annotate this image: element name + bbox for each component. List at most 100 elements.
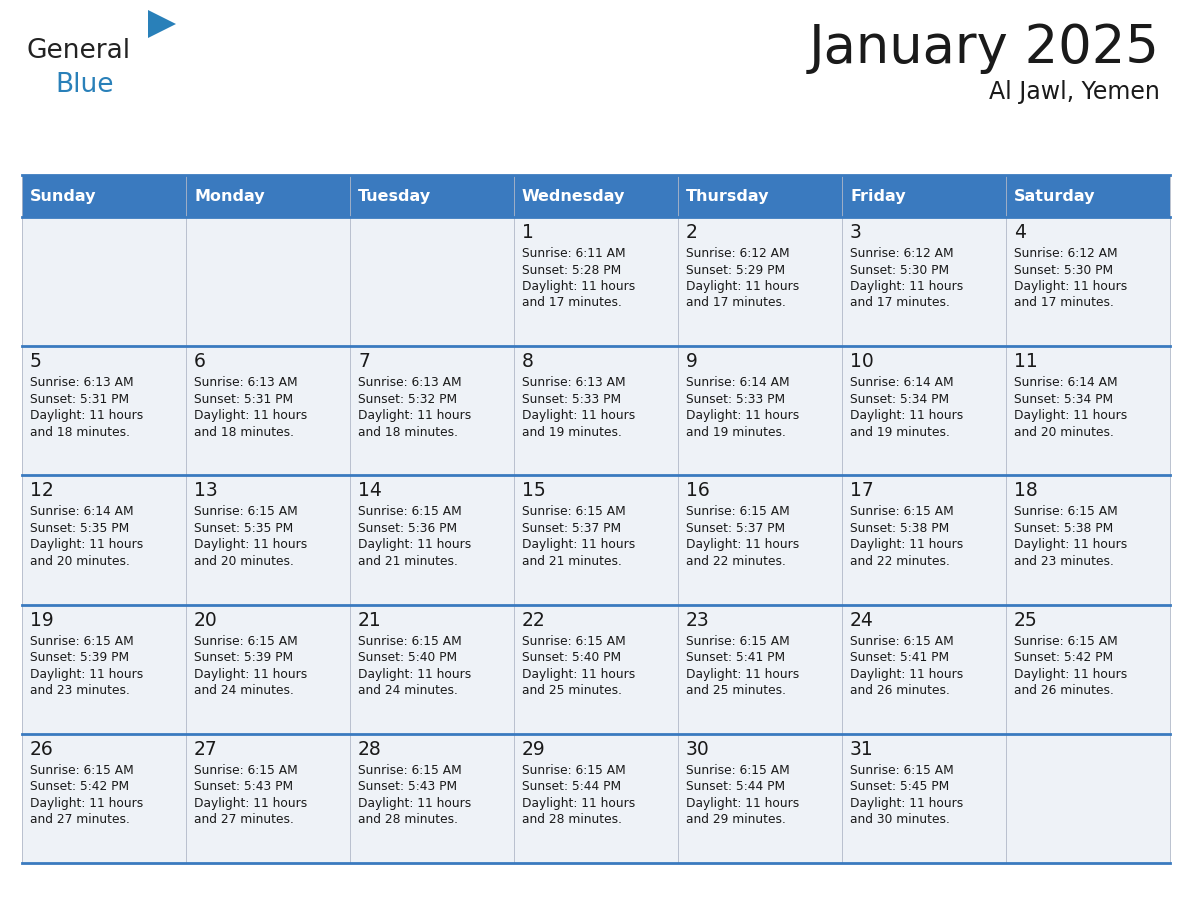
Bar (23, 733, 187, 863)
Text: Sunrise: 6:15 AM: Sunrise: 6:15 AM (358, 506, 462, 519)
Text: and 18 minutes.: and 18 minutes. (358, 426, 459, 439)
Text: and 29 minutes.: and 29 minutes. (685, 813, 786, 826)
Text: Sunset: 5:36 PM: Sunset: 5:36 PM (358, 522, 457, 535)
Text: 27: 27 (194, 740, 217, 759)
Text: Daylight: 11 hours: Daylight: 11 hours (522, 280, 636, 293)
Bar (1006, 733, 1170, 863)
Text: 2: 2 (685, 223, 697, 242)
Text: Sunrise: 6:15 AM: Sunrise: 6:15 AM (522, 634, 626, 647)
Text: Sunrise: 6:15 AM: Sunrise: 6:15 AM (685, 764, 790, 777)
Text: Sunset: 5:39 PM: Sunset: 5:39 PM (194, 651, 293, 664)
Text: 16: 16 (685, 481, 709, 500)
Bar (350, 605, 514, 733)
Text: Sunrise: 6:14 AM: Sunrise: 6:14 AM (849, 376, 954, 389)
Text: Daylight: 11 hours: Daylight: 11 hours (849, 667, 963, 680)
Bar (842, 605, 1006, 733)
Text: Daylight: 11 hours: Daylight: 11 hours (1015, 538, 1127, 552)
Text: Sunset: 5:43 PM: Sunset: 5:43 PM (358, 780, 457, 793)
Bar (514, 346, 678, 476)
Bar (842, 733, 1006, 863)
Text: Wednesday: Wednesday (522, 188, 625, 204)
Bar (842, 476, 1006, 605)
Text: Sunrise: 6:15 AM: Sunrise: 6:15 AM (685, 506, 790, 519)
Text: Sunrise: 6:15 AM: Sunrise: 6:15 AM (358, 764, 462, 777)
Text: Sunset: 5:43 PM: Sunset: 5:43 PM (194, 780, 293, 793)
Text: Thursday: Thursday (685, 188, 770, 204)
Text: and 18 minutes.: and 18 minutes. (194, 426, 293, 439)
Text: Monday: Monday (194, 188, 265, 204)
Text: and 26 minutes.: and 26 minutes. (849, 684, 950, 697)
Text: and 21 minutes.: and 21 minutes. (522, 554, 621, 568)
Bar (514, 476, 678, 605)
Text: Sunrise: 6:15 AM: Sunrise: 6:15 AM (685, 634, 790, 647)
Text: and 17 minutes.: and 17 minutes. (849, 297, 950, 309)
Text: Sunset: 5:39 PM: Sunset: 5:39 PM (30, 651, 129, 664)
Text: 30: 30 (685, 740, 709, 759)
Text: Sunrise: 6:12 AM: Sunrise: 6:12 AM (849, 247, 954, 260)
Text: 21: 21 (358, 610, 381, 630)
Bar (678, 733, 842, 863)
Text: Sunrise: 6:15 AM: Sunrise: 6:15 AM (194, 634, 298, 647)
Text: Tuesday: Tuesday (358, 188, 431, 204)
Text: Sunrise: 6:15 AM: Sunrise: 6:15 AM (849, 506, 954, 519)
Text: Sunset: 5:33 PM: Sunset: 5:33 PM (685, 393, 785, 406)
Text: and 28 minutes.: and 28 minutes. (522, 813, 623, 826)
Bar (842, 346, 1006, 476)
Text: Daylight: 11 hours: Daylight: 11 hours (194, 538, 308, 552)
Text: Sunset: 5:41 PM: Sunset: 5:41 PM (685, 651, 785, 664)
Text: Daylight: 11 hours: Daylight: 11 hours (685, 280, 800, 293)
Text: Sunrise: 6:15 AM: Sunrise: 6:15 AM (1015, 506, 1118, 519)
Text: and 19 minutes.: and 19 minutes. (849, 426, 950, 439)
Text: and 22 minutes.: and 22 minutes. (849, 554, 950, 568)
Text: Sunset: 5:38 PM: Sunset: 5:38 PM (849, 522, 949, 535)
Text: Sunrise: 6:12 AM: Sunrise: 6:12 AM (685, 247, 790, 260)
Text: Sunrise: 6:12 AM: Sunrise: 6:12 AM (1015, 247, 1118, 260)
Bar (350, 476, 514, 605)
Bar (678, 605, 842, 733)
Text: 20: 20 (194, 610, 217, 630)
Text: Sunrise: 6:13 AM: Sunrise: 6:13 AM (522, 376, 626, 389)
Text: Daylight: 11 hours: Daylight: 11 hours (194, 797, 308, 810)
Text: 15: 15 (522, 481, 545, 500)
Text: Sunset: 5:40 PM: Sunset: 5:40 PM (522, 651, 621, 664)
Text: Daylight: 11 hours: Daylight: 11 hours (358, 409, 472, 422)
Text: Sunset: 5:33 PM: Sunset: 5:33 PM (522, 393, 621, 406)
Text: Sunset: 5:42 PM: Sunset: 5:42 PM (1015, 651, 1113, 664)
Text: Daylight: 11 hours: Daylight: 11 hours (1015, 280, 1127, 293)
Text: and 20 minutes.: and 20 minutes. (194, 554, 293, 568)
Text: Sunset: 5:28 PM: Sunset: 5:28 PM (522, 263, 621, 276)
Bar (514, 217, 678, 346)
Text: Sunrise: 6:14 AM: Sunrise: 6:14 AM (685, 376, 790, 389)
Bar (1006, 217, 1170, 346)
Text: 12: 12 (30, 481, 53, 500)
Text: 26: 26 (30, 740, 53, 759)
Text: January 2025: January 2025 (809, 22, 1159, 74)
Text: Daylight: 11 hours: Daylight: 11 hours (522, 538, 636, 552)
Text: 6: 6 (194, 353, 206, 371)
Text: and 27 minutes.: and 27 minutes. (194, 813, 293, 826)
Text: and 19 minutes.: and 19 minutes. (685, 426, 786, 439)
Text: Daylight: 11 hours: Daylight: 11 hours (30, 538, 144, 552)
Text: Sunrise: 6:15 AM: Sunrise: 6:15 AM (522, 764, 626, 777)
Text: 25: 25 (1015, 610, 1038, 630)
Text: Daylight: 11 hours: Daylight: 11 hours (30, 797, 144, 810)
Text: 10: 10 (849, 353, 873, 371)
Text: 17: 17 (849, 481, 873, 500)
Text: Sunrise: 6:15 AM: Sunrise: 6:15 AM (30, 764, 134, 777)
Text: Sunday: Sunday (30, 188, 96, 204)
Bar (350, 733, 514, 863)
Bar (187, 175, 350, 217)
Text: Sunset: 5:44 PM: Sunset: 5:44 PM (522, 780, 621, 793)
Text: Sunset: 5:44 PM: Sunset: 5:44 PM (685, 780, 785, 793)
Bar (514, 175, 678, 217)
Text: Daylight: 11 hours: Daylight: 11 hours (30, 409, 144, 422)
Text: and 20 minutes.: and 20 minutes. (1015, 426, 1114, 439)
Bar (23, 217, 187, 346)
Text: Sunset: 5:35 PM: Sunset: 5:35 PM (194, 522, 293, 535)
Bar (187, 733, 350, 863)
Text: Sunset: 5:34 PM: Sunset: 5:34 PM (1015, 393, 1113, 406)
Text: Daylight: 11 hours: Daylight: 11 hours (1015, 409, 1127, 422)
Text: Sunrise: 6:15 AM: Sunrise: 6:15 AM (849, 634, 954, 647)
Bar (678, 175, 842, 217)
Text: Sunset: 5:40 PM: Sunset: 5:40 PM (358, 651, 457, 664)
